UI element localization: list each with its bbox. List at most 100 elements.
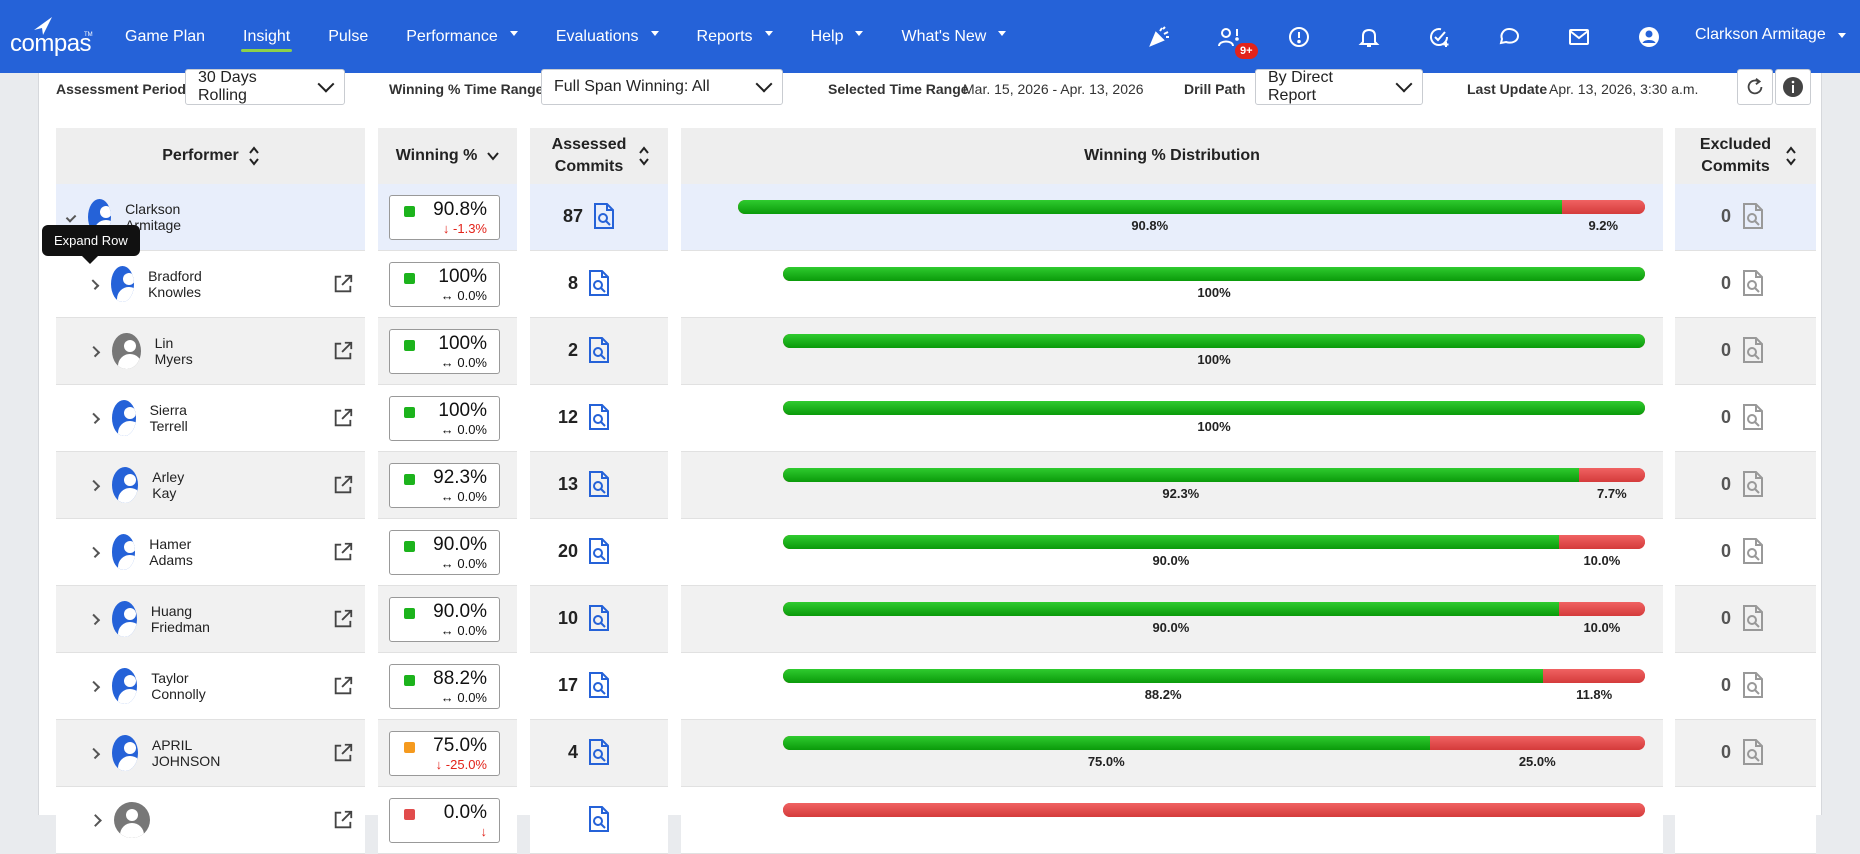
chat-icon[interactable] xyxy=(1495,23,1523,51)
open-external-icon[interactable] xyxy=(332,340,354,367)
winning-pct-delta: ↓ xyxy=(480,824,488,839)
info-button[interactable] xyxy=(1775,69,1811,105)
nav-reports[interactable]: Reports xyxy=(697,0,773,73)
refresh-button[interactable] xyxy=(1737,69,1773,105)
view-excluded-commits-icon[interactable] xyxy=(1742,739,1764,765)
table-row-cell xyxy=(56,318,365,385)
view-excluded-commits-icon[interactable] xyxy=(1742,270,1764,296)
performer-name[interactable]: Bradford Knowles xyxy=(148,268,202,300)
winning-pct-header[interactable]: Winning % xyxy=(378,128,517,184)
view-commits-icon[interactable] xyxy=(588,270,610,296)
assessment-period-select[interactable]: 30 Days Rolling xyxy=(185,69,345,105)
performer-name[interactable]: Hamer Adams xyxy=(149,536,193,568)
view-commits-icon[interactable] xyxy=(593,203,615,229)
performer-cell: Lin Myers xyxy=(88,333,202,369)
view-commits-icon[interactable] xyxy=(588,404,610,430)
selected-time-range-value: Mar. 15, 2026 - Apr. 13, 2026 xyxy=(963,81,1144,97)
status-indicator xyxy=(404,407,415,418)
performer-header[interactable]: Performer xyxy=(56,128,365,184)
table-row-cell xyxy=(56,385,365,452)
loss-pct-label: 10.0% xyxy=(1583,620,1621,635)
view-excluded-commits-icon[interactable] xyxy=(1742,605,1764,631)
open-external-icon[interactable] xyxy=(332,608,354,635)
assessed-commits-count: 13 xyxy=(557,474,578,494)
table-row-cell xyxy=(530,653,668,720)
logo-mark-icon xyxy=(34,17,52,35)
collapse-row-icon[interactable] xyxy=(65,211,77,223)
logo-text: compas xyxy=(10,30,92,57)
expand-row-icon[interactable] xyxy=(89,813,102,827)
open-external-icon[interactable] xyxy=(332,407,354,434)
view-excluded-commits-icon[interactable] xyxy=(1742,538,1764,564)
sort-icon xyxy=(248,146,259,166)
assessed-commits-count: 10 xyxy=(557,608,578,628)
insight-panel: Assessment Period 30 Days Rolling Winnin… xyxy=(38,69,1822,854)
expand-row-icon[interactable] xyxy=(88,412,100,424)
performer-name[interactable]: Huang Friedman xyxy=(150,603,210,635)
performer-name[interactable]: Taylor Connolly xyxy=(151,670,206,702)
winning-pct-header-label: Winning % xyxy=(395,147,478,164)
view-commits-icon[interactable] xyxy=(588,739,610,765)
nav-performance[interactable]: Performance xyxy=(406,0,518,73)
view-excluded-commits-icon[interactable] xyxy=(1742,471,1764,497)
bell-icon[interactable] xyxy=(1355,23,1383,51)
alert-circle-icon[interactable] xyxy=(1285,23,1313,51)
excluded-commits-header[interactable]: Excluded Commits xyxy=(1675,128,1816,184)
view-commits-icon[interactable] xyxy=(588,672,610,698)
avatar xyxy=(111,266,135,302)
notification-count-badge: 9+ xyxy=(1235,42,1258,59)
expand-row-icon[interactable] xyxy=(88,345,101,357)
assessed-commits-count: 8 xyxy=(567,273,578,293)
performer-name[interactable]: Sierra Terrell xyxy=(149,402,188,434)
open-external-icon[interactable] xyxy=(332,273,354,300)
open-external-icon[interactable] xyxy=(332,742,354,769)
open-external-icon[interactable] xyxy=(332,474,354,501)
performer-name[interactable]: Lin Myers xyxy=(154,335,193,367)
nav-what-s-new[interactable]: What's New xyxy=(901,0,1007,73)
view-commits-icon[interactable] xyxy=(588,471,610,497)
expand-row-icon[interactable] xyxy=(88,479,101,491)
view-excluded-commits-icon[interactable] xyxy=(1742,404,1764,430)
expand-row-icon[interactable] xyxy=(88,747,101,759)
avatar-body xyxy=(117,421,136,436)
avatar-body xyxy=(120,823,144,838)
loss-pct-label: 9.2% xyxy=(1588,218,1619,233)
win-pct-label: 88.2% xyxy=(1144,687,1182,702)
mail-icon[interactable] xyxy=(1565,23,1593,51)
drill-path-select[interactable]: By Direct Report xyxy=(1255,69,1423,105)
user-alert-icon[interactable]: 9+ xyxy=(1215,23,1258,59)
open-external-icon[interactable] xyxy=(332,675,354,702)
winning-pct-delta: ↔ 0.0% xyxy=(440,623,487,638)
checklist-icon[interactable] xyxy=(1425,23,1453,51)
open-external-icon[interactable] xyxy=(332,809,354,836)
performer-name[interactable]: Arley Kay xyxy=(152,469,185,501)
assessed-commits-header[interactable]: Assessed Commits xyxy=(530,128,668,184)
view-commits-icon[interactable] xyxy=(588,538,610,564)
view-commits-icon[interactable] xyxy=(588,605,610,631)
winning-pct-value: 100% xyxy=(438,333,487,354)
excluded-commits-count: 0 xyxy=(1720,608,1731,628)
nav-evaluations[interactable]: Evaluations xyxy=(556,0,659,73)
expand-row-icon[interactable] xyxy=(88,278,100,290)
expand-row-icon[interactable] xyxy=(88,546,100,558)
view-excluded-commits-icon[interactable] xyxy=(1742,337,1764,363)
nav-insight[interactable]: Insight xyxy=(241,0,293,73)
view-commits-icon[interactable] xyxy=(588,806,610,832)
winning-time-range-select[interactable]: Full Span Winning: All xyxy=(541,69,783,105)
account-icon[interactable] xyxy=(1635,23,1663,51)
view-excluded-commits-icon[interactable] xyxy=(1742,672,1764,698)
performer-name[interactable]: APRIL JOHNSON xyxy=(151,737,221,769)
nav-pulse[interactable]: Pulse xyxy=(328,0,368,73)
view-excluded-commits-icon[interactable] xyxy=(1742,203,1764,229)
user-menu[interactable]: Clarkson Armitage xyxy=(1695,26,1846,44)
view-commits-icon[interactable] xyxy=(588,337,610,363)
expand-row-icon[interactable] xyxy=(88,613,101,625)
sort-icon xyxy=(1785,146,1796,166)
expand-row-icon[interactable] xyxy=(88,680,101,692)
compas-logo[interactable]: compas TM xyxy=(10,16,93,57)
nav-help[interactable]: Help xyxy=(811,0,864,73)
nav-game-plan[interactable]: Game Plan xyxy=(125,0,205,73)
party-popper-icon[interactable] xyxy=(1145,23,1173,51)
loss-pct-label: 7.7% xyxy=(1596,486,1627,501)
open-external-icon[interactable] xyxy=(332,541,354,568)
